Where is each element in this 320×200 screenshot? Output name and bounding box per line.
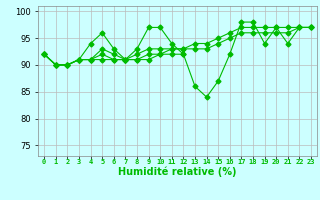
X-axis label: Humidité relative (%): Humidité relative (%) <box>118 166 237 177</box>
